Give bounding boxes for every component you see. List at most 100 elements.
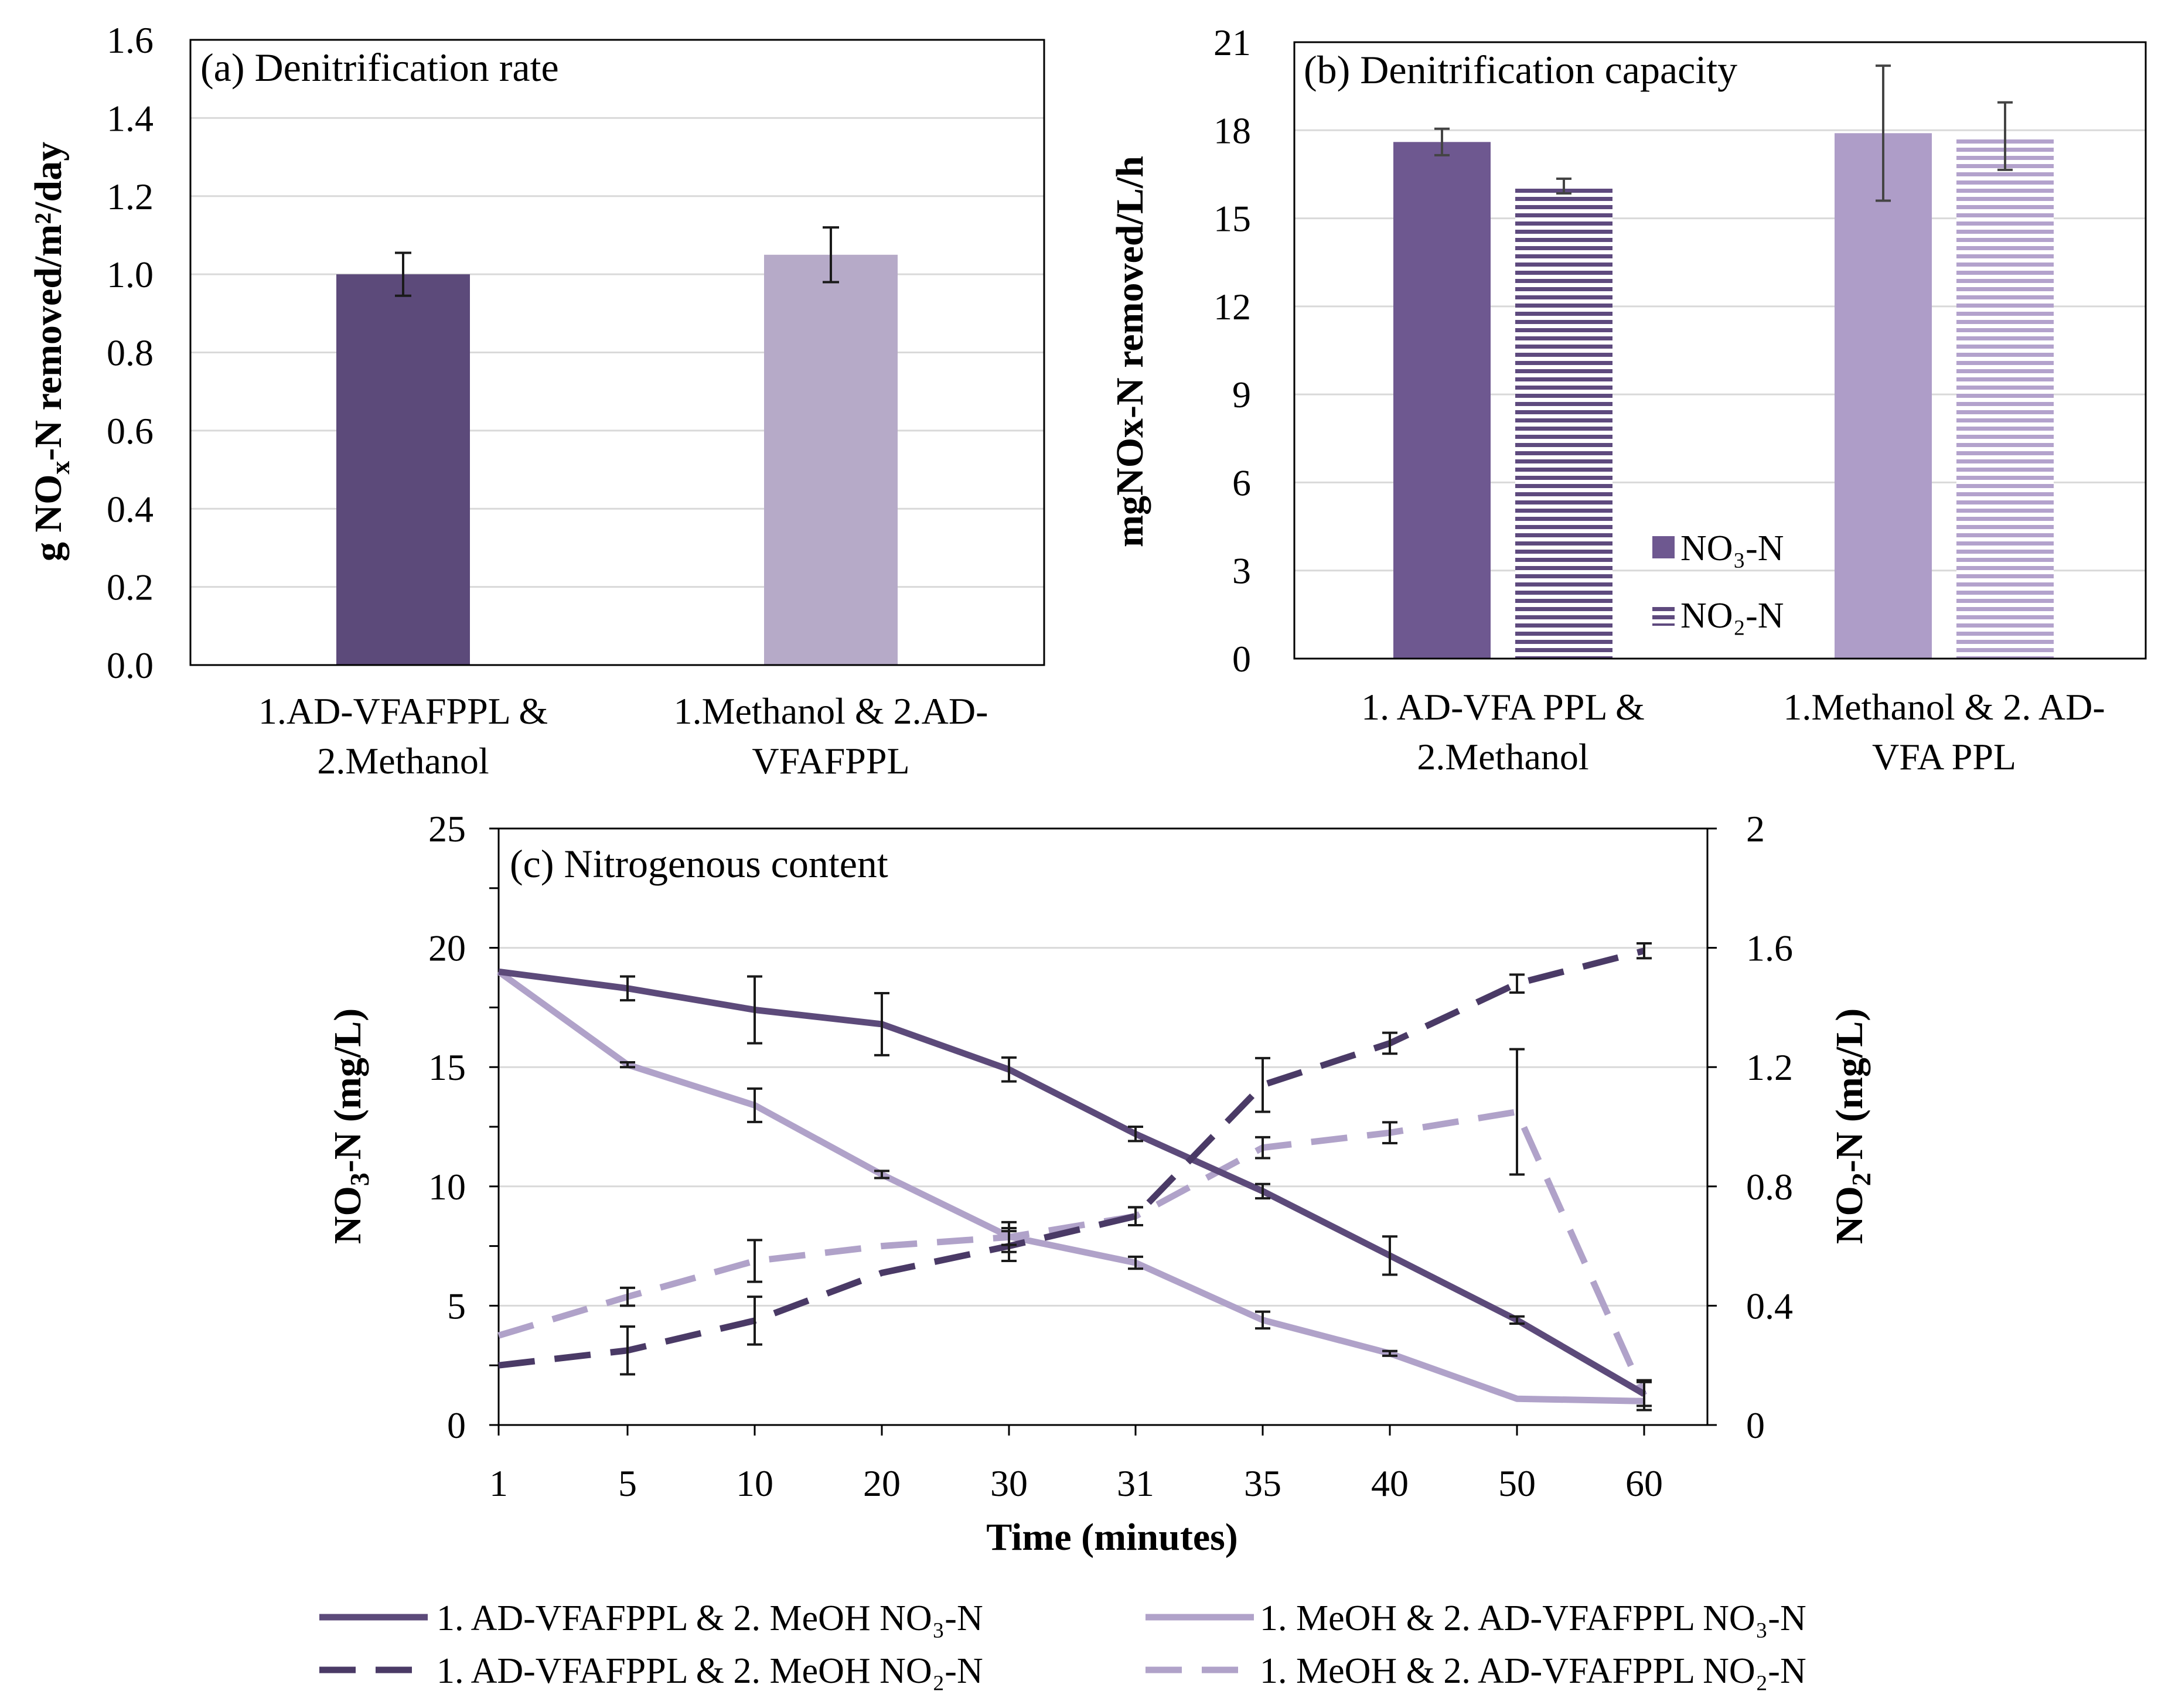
panel-c-x-tick-label: 35 — [1244, 1462, 1281, 1504]
panel-c-left-tick-label: 5 — [447, 1285, 466, 1327]
panel-c-series-lines — [496, 947, 1648, 1404]
panel-b-title: (b) Denitrification capacity — [1304, 47, 1737, 92]
panel-b-category-label: 1. AD-VFA PPL & — [1361, 686, 1645, 728]
panel-b-y-tick-label: 0 — [1232, 638, 1251, 680]
panel-b-y-tick-label: 21 — [1213, 22, 1251, 63]
panel-c-axis-tick-marks — [489, 827, 1717, 1436]
legend-label-no3: NO₃-N — [1680, 529, 1784, 568]
panel-c-x-tick-label: 60 — [1625, 1462, 1663, 1504]
panel-a-error-bars — [395, 226, 839, 297]
panel-c-error-bar — [1255, 1136, 1270, 1160]
legend-label-advfa-meoh-no3: 1. AD-VFAFPPL & 2. MeOH NO₃-N — [437, 1598, 983, 1638]
panel-c-left-tick-label: 15 — [428, 1046, 466, 1088]
panel-c-error-bar — [1255, 1310, 1270, 1330]
panel-b-category-label: 2.Methanol — [1417, 736, 1588, 778]
panel-c-error-bar — [1255, 1182, 1270, 1200]
panel-a-bar — [764, 254, 898, 665]
panel-b-bars — [1393, 133, 2054, 659]
panel-b-legend: NO₃-N NO₂-N — [1652, 529, 1784, 636]
panel-c-error-bar — [1382, 1349, 1397, 1357]
panel-b-y-tick-label: 6 — [1232, 462, 1251, 503]
panel-b-y-tick-label: 9 — [1232, 374, 1251, 415]
panel-c-left-tick-label: 10 — [428, 1166, 466, 1208]
legend-label-meoh-advfa-no2: 1. MeOH & 2. AD-VFAFPPL NO₂-N — [1260, 1651, 1806, 1691]
panel-c-x-tick-labels: 1 5 10 20 30 31 35 40 50 60 — [489, 1462, 1663, 1504]
panel-c-right-tick-label: 2 — [1746, 808, 1765, 850]
panel-c-left-tick-label: 25 — [428, 808, 466, 850]
panel-a-error-bar — [395, 251, 411, 297]
panel-c-error-bar — [620, 1061, 635, 1069]
panel-a-y-axis-title: g NOx-N removed/m²/day — [27, 142, 75, 561]
panel-b-error-bars — [1434, 64, 2013, 202]
panel-a-bars — [336, 254, 898, 665]
legend-swatch-no2 — [1652, 604, 1675, 626]
panel-a-plot-frame — [189, 39, 1045, 666]
panel-c-left-tick-labels: 0 5 10 15 20 25 — [428, 808, 466, 1446]
panel-a-bar — [336, 274, 470, 665]
panel-c-error-bar — [1128, 1126, 1143, 1143]
panel-c-error-bar — [1382, 1031, 1397, 1055]
panel-b-error-bar — [1556, 177, 1571, 195]
panel-b-y-tick-label: 18 — [1213, 110, 1251, 151]
panel-b-y-tick-label: 3 — [1232, 550, 1251, 592]
panel-c-error-bars — [620, 942, 1652, 1412]
legend-label-meoh-advfa-no3: 1. MeOH & 2. AD-VFAFPPL NO₃-N — [1260, 1598, 1806, 1638]
panel-c-left-axis-title: NO3-N (mg/L) — [326, 1008, 374, 1244]
panel-a-title: (a) Denitrification rate — [200, 45, 559, 90]
panel-a-y-tick-label: 0.6 — [107, 410, 154, 452]
panel-c-error-bar — [1382, 1121, 1397, 1144]
panel-c-error-bar — [620, 1325, 635, 1376]
panel-b-plot-frame — [1293, 41, 2147, 660]
panel-c-error-bar — [874, 991, 889, 1056]
panel-c-x-axis-title: Time (minutes) — [986, 1516, 1238, 1559]
panel-c-error-bar — [1255, 1056, 1270, 1113]
panel-c-gridlines — [499, 947, 1707, 1307]
panel-b-category-label: 1.Methanol & 2. AD- — [1783, 686, 2105, 728]
panel-c-right-tick-label: 0.4 — [1746, 1285, 1793, 1327]
panel-c-x-tick-label: 31 — [1117, 1462, 1154, 1504]
panel-a-denitrification-rate: 0.0 0.2 0.4 0.6 0.8 1.0 1.2 1.4 1.6 1.AD-VFAFPPL… — [27, 19, 1045, 782]
panel-c-left-tick-label: 20 — [428, 928, 466, 969]
panel-c-legend: 1. AD-VFAFPPL & 2. MeOH NO₃-N 1. MeOH & … — [319, 1598, 1806, 1691]
panel-b-bar — [1956, 136, 2054, 659]
panel-a-y-tick-label: 0.2 — [107, 567, 154, 608]
panel-a-category-label: 2.Methanol — [317, 740, 489, 782]
legend-label-no2: NO₂-N — [1680, 596, 1784, 636]
panel-c-error-bar — [1637, 1379, 1652, 1412]
panel-a-category-label: 1.Methanol & 2.AD- — [674, 690, 988, 732]
panel-c-error-bar — [1382, 1235, 1397, 1276]
panel-c-error-bar — [1001, 1056, 1017, 1083]
panel-c-x-tick-label: 20 — [863, 1462, 901, 1504]
panel-c-error-bar — [874, 1170, 889, 1179]
panel-c-error-bar — [747, 975, 762, 1045]
panel-b-error-bar — [1997, 101, 2013, 171]
panel-c-right-tick-label: 0 — [1746, 1404, 1765, 1446]
panel-c-error-bar — [747, 1087, 762, 1123]
panel-b-y-tick-label: 15 — [1213, 198, 1251, 240]
panel-c-x-tick-label: 30 — [990, 1462, 1028, 1504]
panel-c-right-tick-label: 1.2 — [1746, 1046, 1793, 1088]
panel-c-error-bar — [1001, 1221, 1017, 1253]
panel-c-error-bar — [1509, 1048, 1525, 1176]
panel-a-y-tick-label: 0.4 — [107, 488, 154, 530]
panel-a-error-bar — [823, 226, 839, 284]
panel-b-y-axis-title: mgNOx-N removed/L/h — [1109, 156, 1151, 547]
panel-c-left-tick-label: 0 — [447, 1404, 466, 1446]
panel-c-error-bar — [1637, 942, 1652, 960]
panel-b-error-bar — [1434, 127, 1450, 156]
panel-c-series-line — [497, 1109, 1648, 1397]
panel-b-category-label: VFA PPL — [1872, 736, 2016, 778]
panel-b-error-bar — [1876, 64, 1891, 202]
panel-c-error-bar — [620, 1286, 635, 1307]
panel-c-series-line — [498, 968, 1646, 1397]
panel-c-right-tick-label: 1.6 — [1746, 928, 1793, 969]
panel-c-error-bar — [1128, 1255, 1143, 1270]
panel-a-y-tick-label: 0.8 — [107, 332, 154, 374]
panel-a-y-tick-label: 1.6 — [107, 19, 154, 61]
legend-label-advfa-meoh-no2: 1. AD-VFAFPPL & 2. MeOH NO₂-N — [437, 1651, 983, 1691]
panel-c-x-tick-label: 5 — [618, 1462, 637, 1504]
panel-a-y-tick-label: 1.0 — [107, 254, 154, 295]
legend-swatch-no3 — [1652, 536, 1675, 558]
